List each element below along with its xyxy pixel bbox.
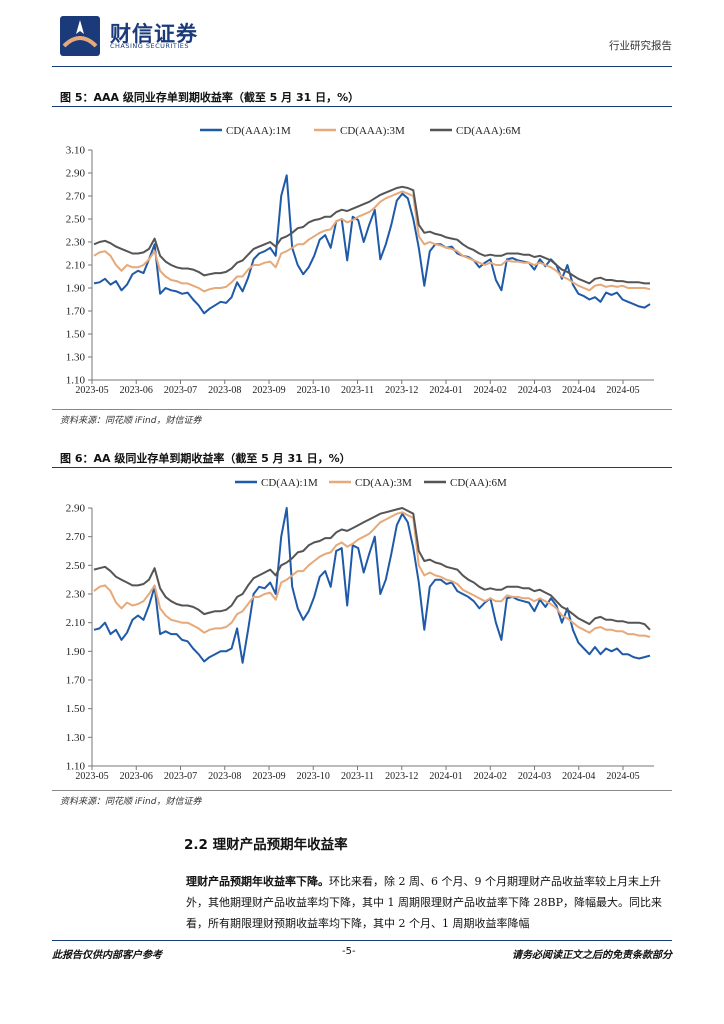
x-tick-label: 2024-03 bbox=[518, 771, 551, 782]
x-tick-label: 2024-01 bbox=[429, 385, 462, 396]
y-tick-label: 1.70 bbox=[66, 675, 86, 687]
y-tick-label: 1.90 bbox=[66, 646, 86, 658]
legend-label: CD(AAA):3M bbox=[340, 125, 405, 137]
y-tick-label: 2.90 bbox=[66, 168, 86, 180]
x-tick-label: 2023-12 bbox=[385, 771, 418, 782]
y-tick-label: 2.10 bbox=[66, 260, 86, 272]
series-line-2 bbox=[93, 511, 651, 638]
series-line-3 bbox=[93, 185, 650, 285]
y-tick-label: 2.30 bbox=[66, 237, 86, 249]
section-title: 2.2 理财产品预期年收益率 bbox=[184, 837, 348, 853]
figure5-title: 图 5：AAA 级同业存单到期收益率（截至 5 月 31 日，%） bbox=[60, 91, 360, 104]
x-tick-label: 2024-01 bbox=[429, 771, 462, 782]
report-type: 行业研究报告 bbox=[609, 40, 672, 52]
brand-name: 财信证券 bbox=[110, 22, 198, 46]
y-tick-label: 1.10 bbox=[66, 375, 86, 387]
page-number: -5- bbox=[342, 946, 356, 957]
y-tick-label: 1.30 bbox=[66, 732, 86, 744]
x-tick-label: 2023-05 bbox=[75, 771, 108, 782]
y-tick-label: 1.10 bbox=[66, 761, 86, 773]
footer-notice: 请务必阅读正文之后的免责条款部分 bbox=[512, 950, 672, 961]
x-tick-label: 2023-12 bbox=[385, 385, 418, 396]
x-tick-label: 2024-04 bbox=[562, 771, 595, 782]
series-line-1 bbox=[93, 174, 651, 315]
footer-rule bbox=[52, 940, 672, 941]
figure6-source-rule bbox=[52, 790, 672, 791]
x-tick-label: 2023-11 bbox=[341, 771, 374, 782]
x-tick-label: 2024-02 bbox=[474, 385, 507, 396]
legend-label: CD(AA):6M bbox=[450, 477, 507, 489]
x-tick-label: 2023-05 bbox=[75, 385, 108, 396]
y-tick-label: 2.50 bbox=[66, 560, 86, 572]
y-tick-label: 1.50 bbox=[66, 329, 86, 341]
x-tick-label: 2024-02 bbox=[474, 771, 507, 782]
x-tick-label: 2023-11 bbox=[341, 385, 374, 396]
legend-label: CD(AA):1M bbox=[261, 477, 318, 489]
y-tick-label: 2.50 bbox=[66, 214, 86, 226]
x-tick-label: 2023-08 bbox=[208, 385, 241, 396]
brand-en: CHASING SECURITIES bbox=[110, 42, 189, 50]
y-tick-label: 2.10 bbox=[66, 617, 86, 629]
x-tick-label: 2023-10 bbox=[297, 771, 330, 782]
x-tick-label: 2023-07 bbox=[164, 385, 197, 396]
y-tick-label: 2.70 bbox=[66, 191, 86, 203]
logo-icon bbox=[60, 16, 100, 56]
x-tick-label: 2024-03 bbox=[518, 385, 551, 396]
section-paragraph: 理财产品预期年收益率下降。环比来看，除 2 周、6 个月、9 个月期理财产品收益… bbox=[186, 871, 670, 934]
y-tick-label: 1.90 bbox=[66, 283, 86, 295]
figure6-rule bbox=[52, 467, 672, 468]
y-tick-label: 1.70 bbox=[66, 306, 86, 318]
chart-aaa: 1.10 1.30 1.50 1.70 1.90 2.10 2.30 2.50 2.70 2.90… bbox=[66, 125, 654, 396]
figure6-title: 图 6：AA 级同业存单到期收益率（截至 5 月 31 日，%） bbox=[60, 452, 351, 465]
y-tick-label: 1.50 bbox=[66, 703, 86, 715]
x-tick-label: 2023-07 bbox=[164, 771, 197, 782]
y-tick-label: 2.70 bbox=[66, 531, 86, 543]
header-rule bbox=[52, 66, 672, 67]
y-tick-label: 2.30 bbox=[66, 589, 86, 601]
x-tick-label: 2023-08 bbox=[208, 771, 241, 782]
x-tick-label: 2023-10 bbox=[297, 385, 330, 396]
paragraph-lead: 理财产品预期年收益率下降。 bbox=[186, 875, 329, 888]
x-tick-label: 2023-09 bbox=[252, 771, 285, 782]
legend-label: CD(AAA):6M bbox=[456, 125, 521, 137]
figure6-source: 资料来源：同花顺 iFind，财信证券 bbox=[60, 797, 202, 807]
figure5-rule bbox=[52, 106, 672, 107]
legend-label: CD(AAA):1M bbox=[226, 125, 291, 137]
chart-aa: 1.10 1.30 1.50 1.70 1.90 2.10 2.30 2.50 2.70 2.90… bbox=[66, 477, 654, 782]
x-tick-label: 2023-09 bbox=[252, 385, 285, 396]
figure5-source-rule bbox=[52, 409, 672, 410]
x-tick-label: 2023-06 bbox=[120, 771, 153, 782]
series-line-2 bbox=[93, 190, 651, 293]
series-line-3 bbox=[93, 507, 651, 631]
paragraph-body: 环比来看，除 2 周、6 个月、9 个月期理财产品收益率较上月末上升外，其他期理… bbox=[186, 875, 662, 930]
x-tick-label: 2024-05 bbox=[606, 385, 639, 396]
x-tick-label: 2024-05 bbox=[606, 771, 639, 782]
figure5-source: 资料来源：同花顺 iFind，财信证券 bbox=[60, 416, 202, 426]
y-tick-label: 1.30 bbox=[66, 352, 86, 364]
x-tick-label: 2023-06 bbox=[120, 385, 153, 396]
x-tick-label: 2024-04 bbox=[562, 385, 595, 396]
y-tick-label: 2.90 bbox=[66, 503, 86, 515]
y-tick-label: 3.10 bbox=[66, 145, 86, 157]
footer-disclaimer: 此报告仅供内部客户参考 bbox=[52, 950, 162, 961]
legend-label: CD(AA):3M bbox=[355, 477, 412, 489]
